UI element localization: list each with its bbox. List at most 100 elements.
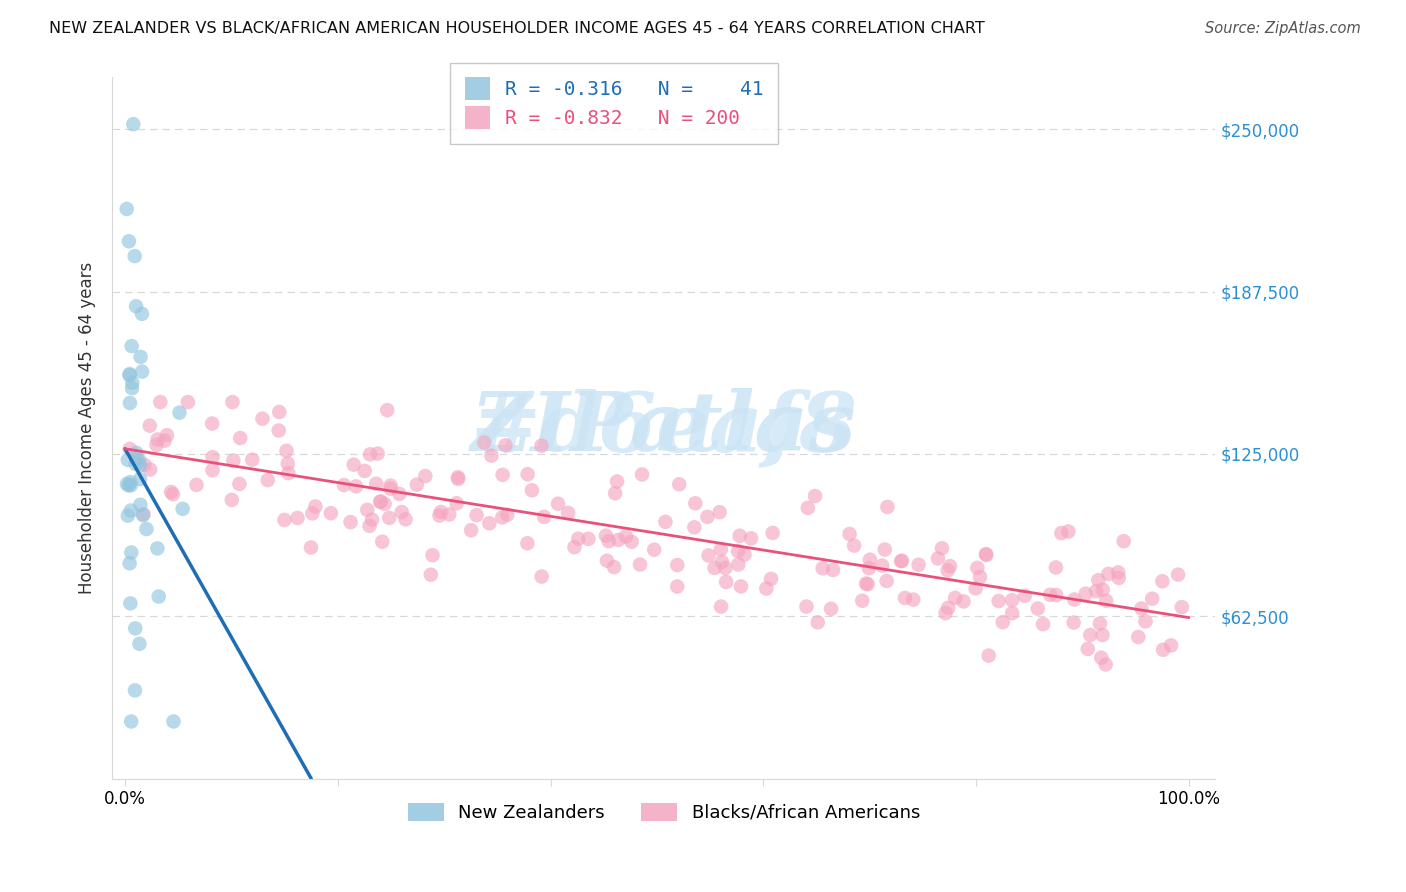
Point [129,458,152,472]
Point [115,202,138,216]
Point [547,497,569,511]
Legend: New Zealanders, Blacks/African Americans: New Zealanders, Blacks/African Americans [401,796,927,830]
Point [125,457,148,471]
Point [1078,628,1101,642]
Point [851,593,873,607]
Point [120,596,142,610]
Point [762,525,785,540]
Point [1152,574,1174,589]
Point [149,395,172,409]
Point [128,453,150,467]
Point [128,637,150,651]
Point [1032,617,1054,632]
Point [855,576,877,591]
Point [359,519,381,533]
Point [343,458,366,472]
Point [598,534,620,549]
Point [1085,584,1108,599]
Point [927,551,949,566]
Point [710,542,733,557]
Point [122,117,145,131]
Point [1128,630,1150,644]
Point [333,478,356,492]
Point [643,542,665,557]
Point [478,516,501,531]
Point [153,434,176,448]
Point [685,496,707,510]
Point [495,438,517,452]
Point [858,561,880,575]
Point [132,507,155,521]
Point [129,472,152,486]
Point [276,443,298,458]
Point [120,714,142,729]
Point [890,554,912,568]
Point [796,599,818,614]
Point [605,486,627,500]
Point [516,536,538,550]
Point [177,395,200,409]
Point [375,403,398,417]
Point [727,558,749,572]
Point [838,527,860,541]
Point [740,531,762,545]
Point [277,457,299,471]
Point [301,507,323,521]
Point [172,501,194,516]
Point [1094,657,1116,672]
Point [124,621,146,635]
Point [277,466,299,480]
Point [1001,593,1024,607]
Point [1171,600,1194,615]
Point [1074,587,1097,601]
Point [374,497,396,511]
Point [430,505,453,519]
Point [668,477,690,491]
Point [1039,588,1062,602]
Point [447,472,470,486]
Point [730,579,752,593]
Point [1050,526,1073,541]
Point [129,350,152,364]
Point [710,555,733,569]
Point [120,545,142,559]
Point [683,520,706,534]
Point [131,365,153,379]
Point [380,478,402,492]
Point [299,541,322,555]
Point [221,395,243,409]
Point [129,498,152,512]
Point [859,552,882,566]
Point [856,577,879,591]
Point [160,485,183,500]
Point [620,534,643,549]
Point [460,523,482,537]
Point [359,447,381,461]
Point [714,561,737,575]
Point [117,508,139,523]
Point [631,467,654,482]
Point [146,541,169,556]
Point [1091,628,1114,642]
Text: ZIPatlas: ZIPatlas [471,388,856,468]
Point [121,376,143,390]
Point [936,563,959,577]
Point [714,574,737,589]
Point [472,435,495,450]
Point [876,500,898,514]
Point [118,368,141,383]
Point [1045,560,1067,574]
Point [118,557,141,571]
Point [870,558,893,573]
Point [991,615,1014,629]
Text: NEW ZEALANDER VS BLACK/AFRICAN AMERICAN HOUSEHOLDER INCOME AGES 45 - 64 YEARS CO: NEW ZEALANDER VS BLACK/AFRICAN AMERICAN … [49,21,986,37]
Point [1097,566,1119,581]
Point [491,467,513,482]
Point [728,529,751,543]
Point [228,477,250,491]
Point [821,563,844,577]
Point [811,561,834,575]
Y-axis label: Householder Income Ages 45 - 64 years: Householder Income Ages 45 - 64 years [79,262,96,594]
Point [1095,593,1118,607]
Point [1063,615,1085,630]
